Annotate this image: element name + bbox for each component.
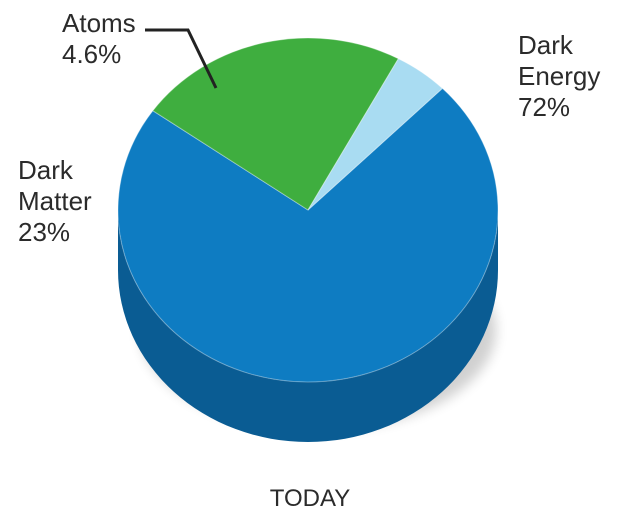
slice-label-dark-matter-line1: Dark [18,155,73,185]
slice-label-atoms: Atoms 4.6% [62,8,136,70]
slice-label-dark-matter: Dark Matter 23% [18,155,92,248]
atoms-leader-line [145,28,218,89]
slice-label-dark-energy-value: 72% [518,92,571,122]
pie-slice-atoms [307,58,444,211]
slice-label-atoms-name: Atoms [62,8,136,38]
slice-label-dark-energy-line1: Dark [518,30,573,60]
slice-label-dark-energy-line2: Energy [518,61,601,91]
slice-label-dark-matter-line2: Matter [18,186,92,216]
slice-label-atoms-value: 4.6% [62,39,122,69]
pie-side-dark-energy [118,210,498,442]
pie-slices [117,37,499,383]
chart-caption: TODAY [269,485,351,512]
pie-slice-dark-energy [117,87,499,383]
slice-label-dark-energy: Dark Energy 72% [518,30,600,123]
slice-label-dark-matter-value: 23% [18,217,71,247]
pie-side-walls [118,210,498,442]
